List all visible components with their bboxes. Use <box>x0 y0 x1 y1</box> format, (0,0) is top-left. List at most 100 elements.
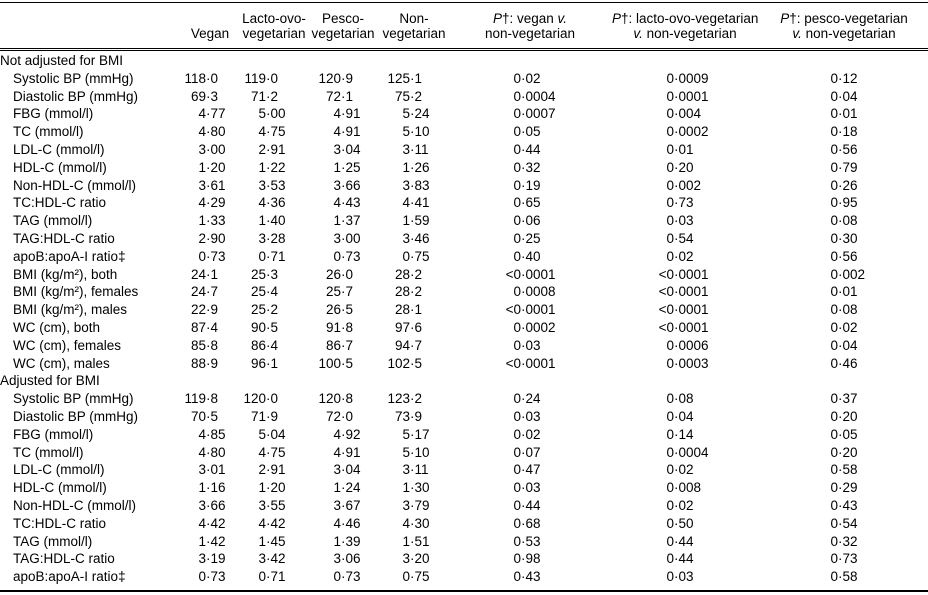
value-integer-part: <0 <box>658 284 674 300</box>
value-integer-part: 1 <box>258 159 266 175</box>
value-decimal-part: ·08 <box>674 391 694 407</box>
value-integer-part: 0 <box>513 426 521 442</box>
value-decimal-part: ·51 <box>410 533 430 549</box>
value-cell-vegan: 0·73 <box>180 248 240 266</box>
value-decimal-part: ·02 <box>838 319 858 335</box>
value-cell-lacto-ovo-vegetarian: 71·9 <box>240 408 308 426</box>
value-decimal-part: ·30 <box>410 515 430 531</box>
value-integer-part: 1 <box>402 213 410 229</box>
value-cell-pesco-vegetarian: 1·39 <box>308 533 378 551</box>
value-cell-lacto-ovo-vegetarian: 2·91 <box>240 461 308 479</box>
value-decimal-part: ·1 <box>410 70 423 86</box>
data-row: FBG (mmol/l) 4·85 5·04 4·92 5·17 0·02 0·14 0·05 <box>0 426 928 444</box>
value-integer-part: 3 <box>198 497 206 513</box>
value-integer-part: 0 <box>513 319 521 335</box>
row-label: TAG:HDL-C ratio <box>13 230 115 246</box>
value-integer-part: 0 <box>666 391 674 407</box>
value-decimal-part: ·1 <box>266 355 279 371</box>
value-cell-pesco-vegetarian: 91·8 <box>308 319 378 337</box>
value-decimal-part: ·03 <box>674 569 694 585</box>
value-integer-part: 0 <box>830 551 838 567</box>
value-cell-lacto-ovo-vegetarian: 2·91 <box>240 141 308 159</box>
value-cell-p-vegan-vs-nonveg: 0·06 <box>450 212 610 230</box>
value-cell-lacto-ovo-vegetarian: 71·2 <box>240 88 308 106</box>
value-integer-part: 0 <box>830 444 838 460</box>
value-decimal-part: ·26 <box>838 177 858 193</box>
value-cell-lacto-ovo-vegetarian: 86·4 <box>240 337 308 355</box>
value-integer-part: 3 <box>258 551 266 567</box>
value-integer-part: 0 <box>333 569 341 585</box>
value-decimal-part: ·77 <box>206 106 226 122</box>
value-cell-non-vegetarian: 3·79 <box>378 497 450 515</box>
value-decimal-part: ·83 <box>410 177 430 193</box>
value-integer-part: 0 <box>666 569 674 585</box>
value-decimal-part: ·71 <box>266 569 286 585</box>
value-integer-part: 94 <box>394 337 410 353</box>
row-label: Systolic BP (mmHg) <box>13 70 134 86</box>
value-decimal-part: ·17 <box>410 426 430 442</box>
value-integer-part: 85 <box>190 337 206 353</box>
value-decimal-part: ·008 <box>674 480 702 496</box>
value-cell-p-vegan-vs-nonveg: 0·40 <box>450 248 610 266</box>
value-cell-non-vegetarian: 75·2 <box>378 88 450 106</box>
value-cell-p-pesco-vs-nonveg: 0·08 <box>760 301 928 319</box>
value-integer-part: 22 <box>190 302 206 318</box>
row-label: TC (mmol/l) <box>13 444 84 460</box>
value-decimal-part: ·47 <box>521 462 541 478</box>
value-cell-non-vegetarian: 5·10 <box>378 444 450 462</box>
data-row: Non-HDL-C (mmol/l) 3·66 3·55 3·67 3·79 0·44 0·… <box>0 497 928 515</box>
column-header-vegan: Vegan <box>180 2 240 51</box>
row-label: TAG (mmol/l) <box>13 213 93 229</box>
value-cell-p-vegan-vs-nonveg: 0·44 <box>450 141 610 159</box>
value-cell-p-lacto-vs-nonveg: 0·14 <box>610 426 760 444</box>
value-integer-part: 0 <box>513 444 521 460</box>
value-cell-non-vegetarian: 3·11 <box>378 461 450 479</box>
value-decimal-part: ·0007 <box>521 106 556 122</box>
value-integer-part: 0 <box>513 141 521 157</box>
value-integer-part: 4 <box>198 106 206 122</box>
value-cell-p-lacto-vs-nonveg: 0·0002 <box>610 123 760 141</box>
value-decimal-part: ·08 <box>838 213 858 229</box>
value-decimal-part: ·7 <box>410 337 423 353</box>
value-integer-part: 5 <box>258 426 266 442</box>
data-row: LDL-C (mmol/l) 3·00 2·91 3·04 3·11 0·44 0·01 0·… <box>0 141 928 159</box>
value-decimal-part: ·58 <box>838 569 858 585</box>
value-integer-part: 90 <box>250 319 266 335</box>
value-cell-lacto-ovo-vegetarian: 25·4 <box>240 283 308 301</box>
value-integer-part: 0 <box>830 480 838 496</box>
value-decimal-part: ·19 <box>521 177 541 193</box>
value-cell-p-pesco-vs-nonveg: 0·37 <box>760 390 928 408</box>
data-row: TC (mmol/l) 4·80 4·75 4·91 5·10 0·05 0·0002 0·1… <box>0 123 928 141</box>
value-integer-part: 0 <box>830 497 838 513</box>
value-cell-vegan: 88·9 <box>180 355 240 373</box>
value-cell-p-pesco-vs-nonveg: 0·01 <box>760 105 928 123</box>
value-integer-part: 5 <box>258 106 266 122</box>
value-decimal-part: ·11 <box>410 141 429 157</box>
value-cell-vegan: 4·80 <box>180 123 240 141</box>
value-decimal-part: ·0 <box>341 408 354 424</box>
value-decimal-part: ·00 <box>206 141 226 157</box>
data-row: TAG (mmol/l) 1·33 1·40 1·37 1·59 0·06 0·03 0·08 <box>0 212 928 230</box>
row-label: WC (cm), both <box>13 319 101 335</box>
value-decimal-part: ·04 <box>341 141 361 157</box>
value-integer-part: 4 <box>198 444 206 460</box>
value-decimal-part: ·42 <box>206 533 226 549</box>
value-cell-p-pesco-vs-nonveg: 0·002 <box>760 266 928 284</box>
row-label: FBG (mmol/l) <box>13 426 94 442</box>
value-cell-p-pesco-vs-nonveg: 0·08 <box>760 212 928 230</box>
value-cell-p-vegan-vs-nonveg: 0·98 <box>450 550 610 568</box>
value-decimal-part: ·0001 <box>674 266 709 282</box>
value-integer-part: <0 <box>658 319 674 335</box>
value-cell-vegan: 4·77 <box>180 105 240 123</box>
value-decimal-part: ·11 <box>410 462 429 478</box>
row-label: LDL-C (mmol/l) <box>13 462 105 478</box>
value-cell-p-lacto-vs-nonveg: 0·008 <box>610 479 760 497</box>
value-decimal-part: ·44 <box>521 141 541 157</box>
value-decimal-part: ·0008 <box>521 284 556 300</box>
value-decimal-part: ·9 <box>341 70 354 86</box>
data-row: BMI (kg/m²), females 24·7 25·4 25·7 28·2 0·00… <box>0 283 928 301</box>
value-decimal-part: ·004 <box>674 106 702 122</box>
value-cell-p-vegan-vs-nonveg: 0·68 <box>450 515 610 533</box>
value-cell-non-vegetarian: 3·20 <box>378 550 450 568</box>
value-integer-part: 0 <box>830 70 838 86</box>
